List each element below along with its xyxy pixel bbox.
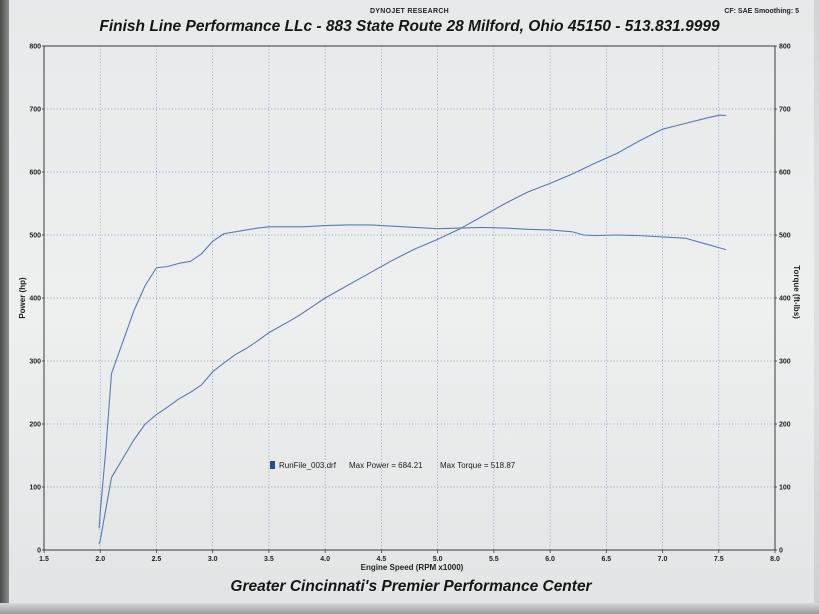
y-tick-label: 500 bbox=[29, 233, 41, 240]
x-tick-label: 2.5 bbox=[152, 556, 162, 563]
x-tick-label: 4.5 bbox=[377, 556, 387, 563]
grid bbox=[44, 46, 775, 550]
x-tick-label: 5.5 bbox=[489, 556, 499, 563]
x-tick-label: 8.0 bbox=[770, 556, 780, 563]
y2-tick-label: 100 bbox=[779, 485, 791, 492]
y2-tick-label: 0 bbox=[779, 548, 783, 555]
legend-run-file: RunFile_003.drf bbox=[279, 461, 337, 470]
settings-header: CF: SAE Smoothing: 5 bbox=[724, 8, 799, 15]
y-tick-label: 600 bbox=[29, 170, 41, 177]
y-axis-label: Power (hp) bbox=[18, 277, 27, 319]
table-edge-bottom bbox=[0, 603, 819, 614]
x-tick-label: 6.5 bbox=[601, 556, 611, 563]
table-edge-left bbox=[0, 0, 9, 614]
legend-swatch bbox=[270, 461, 275, 469]
y2-tick-label: 300 bbox=[779, 359, 791, 366]
y-tick-label: 400 bbox=[29, 296, 41, 303]
y-tick-label: 200 bbox=[29, 422, 41, 429]
y2-tick-label: 700 bbox=[779, 107, 791, 114]
brand-header: DYNOJET RESEARCH bbox=[369, 8, 450, 15]
y2-tick-label: 200 bbox=[779, 422, 791, 429]
x-tick-label: 1.5 bbox=[39, 556, 49, 563]
x-tick-label: 7.0 bbox=[658, 556, 668, 563]
footer-slogan: Greater Cincinnati's Premier Performance… bbox=[230, 578, 592, 595]
y-tick-label: 0 bbox=[37, 548, 41, 555]
legend-max-power: Max Power = 684.21 bbox=[349, 461, 423, 470]
x-tick-label: 2.0 bbox=[95, 556, 105, 563]
series bbox=[98, 114, 727, 545]
y2-tick-label: 400 bbox=[779, 296, 791, 303]
dyno-sheet bbox=[8, 0, 814, 614]
x-tick-label: 3.0 bbox=[208, 556, 218, 563]
x-tick-label: 4.0 bbox=[320, 556, 330, 563]
power-curve bbox=[98, 114, 727, 545]
y2-tick-label: 500 bbox=[779, 233, 791, 240]
y2-tick-label: 600 bbox=[779, 170, 791, 177]
y2-tick-label: 800 bbox=[779, 44, 791, 51]
legend: RunFile_003.drf Max Power = 684.21 Max T… bbox=[270, 461, 516, 470]
y-tick-label: 300 bbox=[29, 359, 41, 366]
legend-max-torque: Max Torque = 518.87 bbox=[440, 461, 516, 470]
torque-curve bbox=[98, 224, 727, 529]
y-tick-label: 800 bbox=[29, 44, 41, 51]
y2-axis-label: Torque (ft-lbs) bbox=[792, 265, 801, 319]
x-tick-label: 5.0 bbox=[433, 556, 443, 563]
y-tick-label: 700 bbox=[29, 107, 41, 114]
x-tick-label: 6.0 bbox=[545, 556, 555, 563]
y-tick-label: 100 bbox=[29, 485, 41, 492]
x-tick-label: 3.5 bbox=[264, 556, 274, 563]
x-axis-label: Engine Speed (RPM x1000) bbox=[361, 563, 464, 572]
page-title: Finish Line Performance LLc - 883 State … bbox=[99, 18, 720, 35]
tick-labels: 1.5 2.0 2.5 3.0 3.5 4.0 4.5 5.0 5.5 6.0 6.5 7.0 7.5 8… bbox=[29, 44, 790, 564]
x-tick-label: 7.5 bbox=[714, 556, 724, 563]
